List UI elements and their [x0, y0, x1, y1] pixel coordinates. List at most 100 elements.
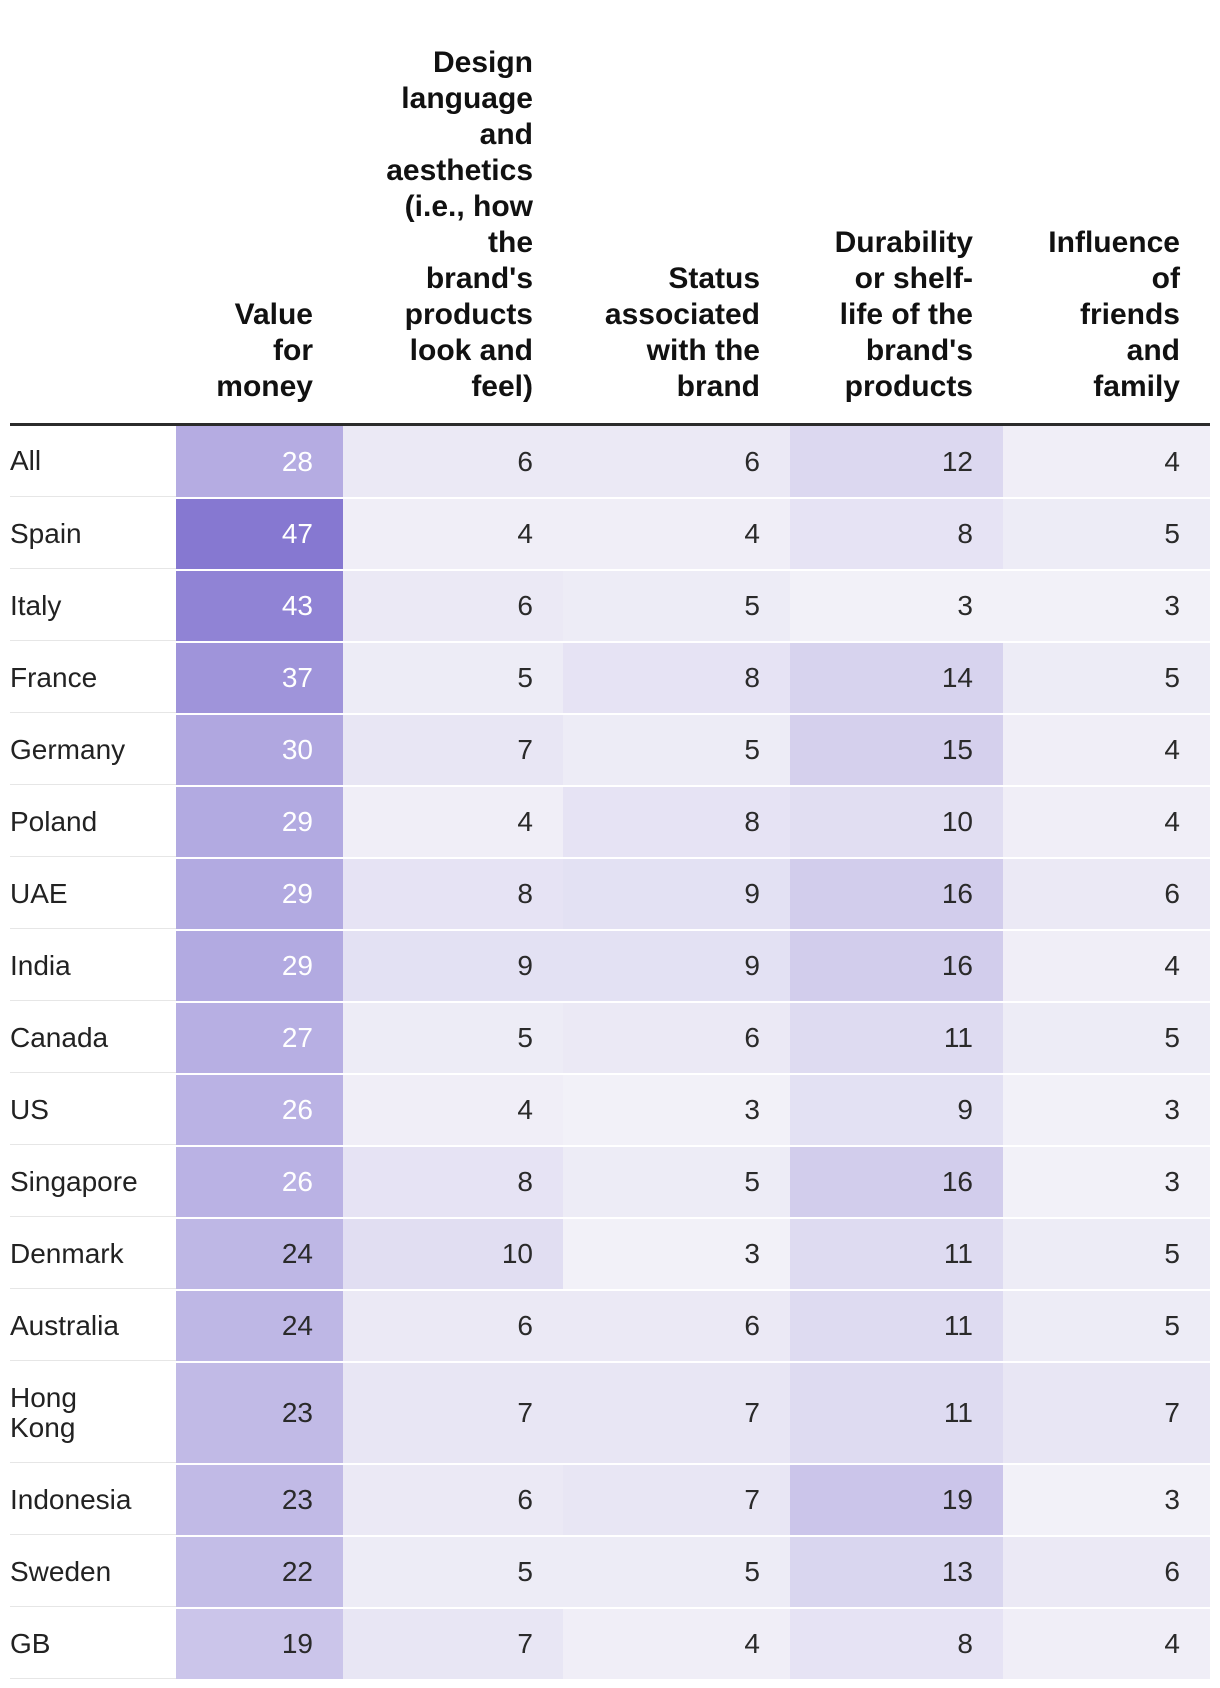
heatmap-cell: 6	[343, 1291, 563, 1361]
row-label: Indonesia	[10, 1465, 176, 1535]
table-row: All 28 6 6 12 4	[10, 426, 1210, 499]
heatmap-cell: 7	[563, 1363, 790, 1463]
heatmap-cell: 7	[1003, 1363, 1210, 1463]
heatmap-cell: 4	[563, 499, 790, 569]
heatmap-cell: 22	[176, 1537, 343, 1607]
heatmap-cell: 5	[563, 1147, 790, 1217]
row-label: Italy	[10, 571, 176, 641]
column-header-line: products	[404, 298, 533, 331]
column-header-line: friends	[1079, 298, 1180, 331]
heatmap-cell: 5	[1003, 643, 1210, 713]
column-header-line: and	[1126, 334, 1180, 367]
heatmap-cell: 24	[176, 1291, 343, 1361]
heatmap-cell: 10	[343, 1219, 563, 1289]
row-label: Hong Kong	[10, 1363, 176, 1463]
table-row: Sweden 22 5 5 13 6	[10, 1537, 1210, 1609]
heatmap-cell: 47	[176, 499, 343, 569]
column-header-line: brand	[676, 370, 760, 403]
heatmap-cell: 3	[1003, 1075, 1210, 1145]
heatmap-cell: 7	[343, 1609, 563, 1679]
heatmap-cell: 13	[790, 1537, 1003, 1607]
heatmap-cell: 5	[343, 643, 563, 713]
heatmap-cell: 7	[343, 1363, 563, 1463]
table-row: Italy 43 6 5 3 3	[10, 571, 1210, 643]
heatmap-cell: 5	[1003, 1291, 1210, 1361]
heatmap-cell: 5	[563, 715, 790, 785]
heatmap-cell: 4	[1003, 1609, 1210, 1679]
heatmap-cell: 19	[790, 1465, 1003, 1535]
row-label: Sweden	[10, 1537, 176, 1607]
heatmap-cell: 5	[1003, 1219, 1210, 1289]
heatmap-cell: 27	[176, 1003, 343, 1073]
row-label: Denmark	[10, 1219, 176, 1289]
table-row: Poland 29 4 8 10 4	[10, 787, 1210, 859]
column-header-line: Status	[668, 262, 760, 295]
heatmap-cell: 8	[343, 1147, 563, 1217]
column-header-line: money	[216, 370, 313, 403]
heatmap-cell: 4	[1003, 787, 1210, 857]
heatmap-cell: 8	[343, 859, 563, 929]
heatmap-cell: 4	[343, 499, 563, 569]
row-label: India	[10, 931, 176, 1001]
heatmap-cell: 29	[176, 787, 343, 857]
column-header-line: (i.e., how	[404, 190, 533, 223]
heatmap-cell: 28	[176, 426, 343, 497]
heatmap-cell: 16	[790, 1147, 1003, 1217]
heatmap-cell: 4	[563, 1609, 790, 1679]
table-row: Indonesia 23 6 7 19 3	[10, 1465, 1210, 1537]
column-header-line: aesthetics	[386, 154, 533, 187]
heatmap-cell: 5	[1003, 1003, 1210, 1073]
column-header-line: and	[479, 118, 533, 151]
column-header-line: feel)	[471, 370, 533, 403]
heatmap-cell: 9	[563, 931, 790, 1001]
heatmap-cell: 5	[563, 1537, 790, 1607]
heatmap-cell: 14	[790, 643, 1003, 713]
heatmap-cell: 5	[343, 1003, 563, 1073]
heatmap-cell: 3	[563, 1219, 790, 1289]
column-header-line: associated	[604, 298, 760, 331]
heatmap-cell: 4	[1003, 931, 1210, 1001]
heatmap-cell: 5	[563, 571, 790, 641]
row-label: US	[10, 1075, 176, 1145]
row-label: Australia	[10, 1291, 176, 1361]
column-header-line: Value	[234, 298, 313, 331]
heatmap-cell: 11	[790, 1291, 1003, 1361]
heatmap-cell: 3	[1003, 1147, 1210, 1217]
table-row: GB 19 7 4 8 4	[10, 1609, 1210, 1681]
heatmap-cell: 8	[790, 1609, 1003, 1679]
heatmap-cell: 11	[790, 1003, 1003, 1073]
column-header-4: Durability or shelf-life of the brand's pro…	[790, 225, 973, 405]
heatmap-cell: 3	[563, 1075, 790, 1145]
heatmap-cell: 4	[1003, 715, 1210, 785]
heatmap-cell: 4	[1003, 426, 1210, 497]
column-header-line: look and	[409, 334, 533, 367]
row-label: Germany	[10, 715, 176, 785]
heatmap-cell: 9	[563, 859, 790, 929]
column-header-line: brand's	[425, 262, 533, 295]
heatmap-cell: 6	[343, 1465, 563, 1535]
column-header-line: of	[1151, 262, 1180, 295]
heatmap-cell: 15	[790, 715, 1003, 785]
heatmap-cell: 5	[343, 1537, 563, 1607]
heatmap-cell: 8	[790, 499, 1003, 569]
column-header-line: the	[488, 226, 533, 259]
heatmap-cell: 4	[343, 1075, 563, 1145]
heatmap-cell: 23	[176, 1465, 343, 1535]
heatmap-cell: 7	[343, 715, 563, 785]
heatmap-cell: 19	[176, 1609, 343, 1679]
heatmap-cell: 11	[790, 1219, 1003, 1289]
row-label: Spain	[10, 499, 176, 569]
heatmap-cell: 8	[563, 787, 790, 857]
heatmap-cell: 4	[343, 787, 563, 857]
column-header-line: life of the	[839, 298, 973, 331]
heatmap-cell: 3	[1003, 571, 1210, 641]
column-header-line: language	[401, 82, 533, 115]
row-label: GB	[10, 1609, 176, 1679]
heatmap-cell: 12	[790, 426, 1003, 497]
row-label: Singapore	[10, 1147, 176, 1217]
table-body: All 28 6 6 12 4 Spain 47 4 4 8 5 Italy 43 6 5 3 3 France 37…	[10, 426, 1210, 1681]
heatmap-cell: 11	[790, 1363, 1003, 1463]
heatmap-cell: 29	[176, 859, 343, 929]
heatmap-cell: 26	[176, 1147, 343, 1217]
heatmap-cell: 3	[790, 571, 1003, 641]
